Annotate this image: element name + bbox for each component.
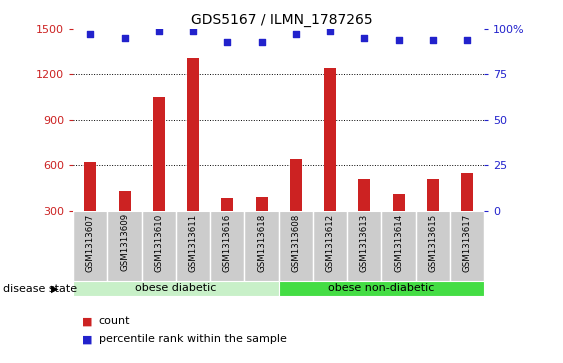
Bar [450, 211, 484, 281]
Point [394, 37, 403, 43]
Bar [279, 211, 313, 281]
Bar [279, 281, 484, 296]
Text: GSM1313618: GSM1313618 [257, 213, 266, 272]
Point [154, 28, 163, 34]
Point [86, 32, 95, 37]
Bar [290, 159, 302, 256]
Text: GSM1313610: GSM1313610 [154, 213, 163, 272]
Bar [221, 199, 233, 256]
Bar [142, 211, 176, 281]
Bar [256, 197, 267, 256]
Bar [73, 281, 279, 296]
Bar [84, 162, 96, 256]
Point [120, 35, 129, 41]
Text: percentile rank within the sample: percentile rank within the sample [99, 334, 287, 344]
Point [428, 37, 437, 43]
Bar [461, 173, 473, 256]
Bar [108, 211, 142, 281]
Bar [153, 97, 165, 256]
Bar [73, 211, 108, 281]
Point [257, 39, 266, 45]
Text: GSM1313608: GSM1313608 [291, 213, 300, 272]
Bar [187, 58, 199, 256]
Text: count: count [99, 316, 130, 326]
Bar [313, 211, 347, 281]
Text: ▶: ▶ [51, 284, 59, 294]
Text: ■: ■ [82, 316, 92, 326]
Text: GSM1313607: GSM1313607 [86, 213, 95, 272]
Text: GSM1313617: GSM1313617 [463, 213, 472, 272]
Point [360, 35, 369, 41]
Text: GSM1313615: GSM1313615 [428, 213, 437, 272]
Bar [210, 211, 244, 281]
Text: GSM1313609: GSM1313609 [120, 213, 129, 272]
Bar [119, 191, 131, 256]
Text: obese non-diabetic: obese non-diabetic [328, 283, 435, 293]
Bar [392, 194, 405, 256]
Bar [324, 68, 336, 256]
Text: GSM1313612: GSM1313612 [325, 213, 334, 272]
Text: GSM1313616: GSM1313616 [223, 213, 232, 272]
Bar [347, 211, 381, 281]
Text: GSM1313614: GSM1313614 [394, 213, 403, 272]
Point [325, 28, 334, 34]
Bar [427, 179, 439, 256]
Bar [415, 211, 450, 281]
Bar [176, 211, 210, 281]
Bar [358, 179, 370, 256]
Text: GSM1313611: GSM1313611 [189, 213, 198, 272]
Text: ■: ■ [82, 334, 92, 344]
Point [463, 37, 472, 43]
Text: obese diabetic: obese diabetic [135, 283, 217, 293]
Bar [244, 211, 279, 281]
Bar [382, 211, 415, 281]
Text: GSM1313613: GSM1313613 [360, 213, 369, 272]
Point [189, 28, 198, 34]
Point [223, 39, 232, 45]
Text: disease state: disease state [3, 284, 77, 294]
Text: GDS5167 / ILMN_1787265: GDS5167 / ILMN_1787265 [191, 13, 372, 27]
Point [291, 32, 300, 37]
